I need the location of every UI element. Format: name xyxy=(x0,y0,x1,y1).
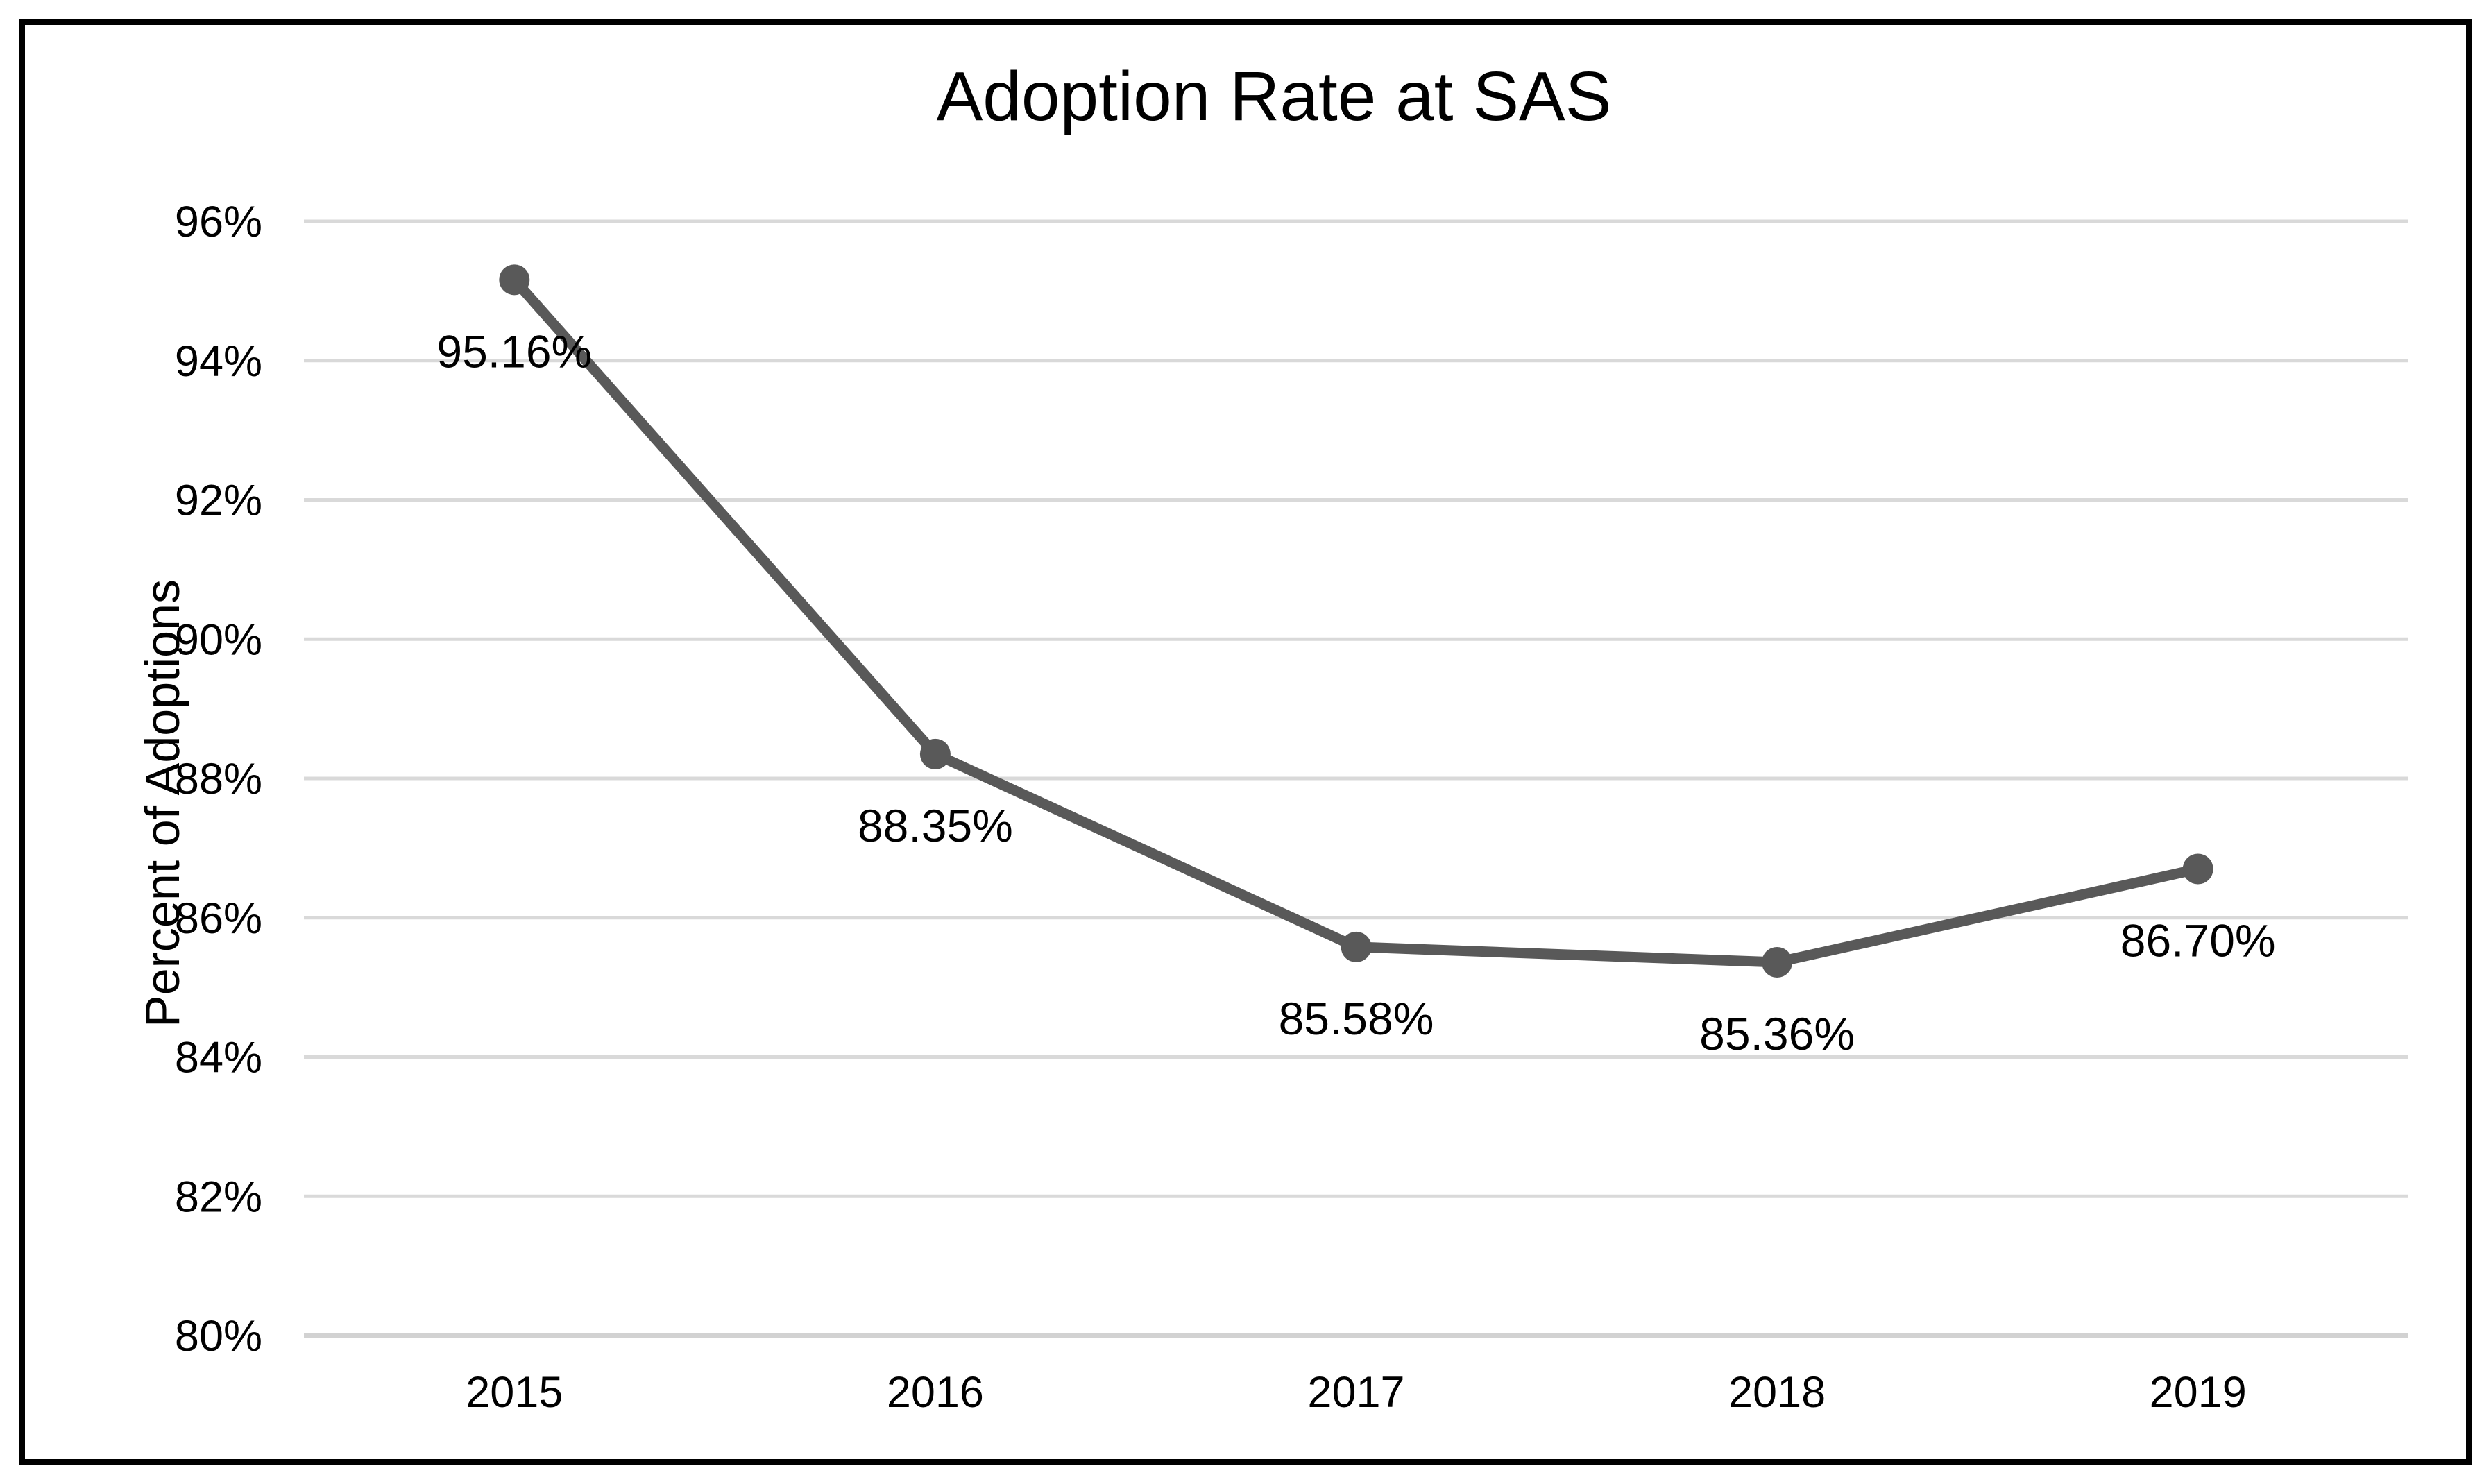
x-tick-label: 2016 xyxy=(887,1368,984,1417)
data-point-marker xyxy=(499,264,530,296)
x-tick-label: 2015 xyxy=(466,1368,563,1417)
data-point-label: 95.16% xyxy=(436,325,592,377)
y-tick-label: 96% xyxy=(175,198,262,246)
data-point-marker xyxy=(1762,946,1793,978)
data-point-label: 86.70% xyxy=(2120,914,2276,966)
data-point-label: 88.35% xyxy=(858,800,1013,851)
data-point-label: 85.58% xyxy=(1279,993,1434,1044)
x-tick-label: 2018 xyxy=(1728,1368,1826,1417)
data-point-label: 85.36% xyxy=(1699,1008,1855,1059)
chart-title: Adoption Rate at SAS xyxy=(936,58,1612,135)
y-tick-label: 94% xyxy=(175,337,262,386)
y-tick-label: 80% xyxy=(175,1312,262,1361)
series-line xyxy=(509,274,2204,968)
data-point-marker xyxy=(2182,853,2213,885)
x-tick-label: 2019 xyxy=(2150,1368,2247,1417)
y-tick-label: 92% xyxy=(175,477,262,525)
y-tick-label: 84% xyxy=(175,1034,262,1082)
x-tick-label: 2017 xyxy=(1307,1368,1404,1417)
y-tick-label: 86% xyxy=(175,894,262,943)
data-point-marker xyxy=(1341,931,1372,962)
y-tick-label: 88% xyxy=(175,755,262,803)
data-point-marker xyxy=(919,738,951,769)
chart-border-frame: Adoption Rate at SAS Percent of Adoption… xyxy=(19,19,2472,1465)
y-tick-label: 90% xyxy=(175,615,262,664)
y-tick-label: 82% xyxy=(175,1172,262,1221)
